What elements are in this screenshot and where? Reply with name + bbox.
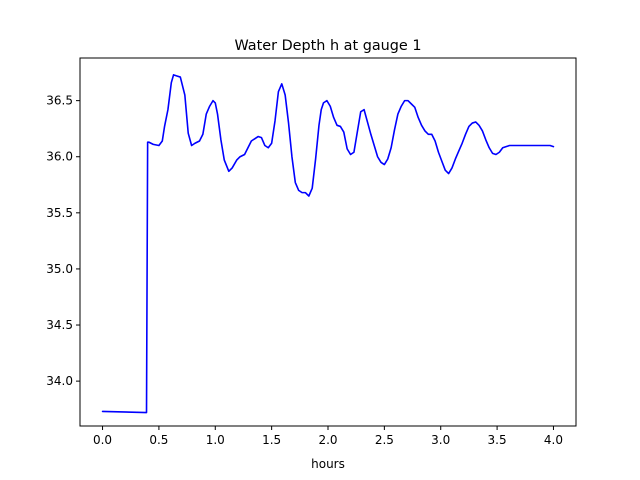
x-tick-label: 1.5 <box>262 433 281 447</box>
x-tick-label: 2.0 <box>318 433 337 447</box>
y-tick-label: 35.5 <box>46 206 73 220</box>
chart-title: Water Depth h at gauge 1 <box>234 38 421 54</box>
x-tick-label: 4.0 <box>544 433 563 447</box>
water-depth-series-line <box>101 74 555 414</box>
x-axis-ticks: 0.0 0.5 1.0 1.5 2.0 2.5 3.0 3.5 4.0 <box>93 426 563 447</box>
plot-area: 0.0 0.5 1.0 1.5 2.0 2.5 3.0 3.5 4.0 34.0 34.5 35.0… <box>46 57 577 447</box>
x-tick-label: 3.0 <box>431 433 450 447</box>
x-tick-label: 0.0 <box>93 433 112 447</box>
x-tick-label: 2.5 <box>375 433 394 447</box>
y-axis-ticks: 34.0 34.5 35.0 35.5 36.0 36.5 <box>46 94 80 388</box>
y-tick-label: 36.5 <box>46 94 73 108</box>
y-tick-label: 36.0 <box>46 150 73 164</box>
series-layer <box>101 74 555 414</box>
y-tick-label: 34.0 <box>46 374 73 388</box>
x-tick-label: 3.5 <box>488 433 507 447</box>
y-tick-label: 34.5 <box>46 318 73 332</box>
axes-frame <box>79 57 577 427</box>
y-tick-label: 35.0 <box>46 262 73 276</box>
x-axis-label: hours <box>311 457 345 471</box>
x-tick-label: 0.5 <box>149 433 168 447</box>
x-tick-label: 1.0 <box>206 433 225 447</box>
